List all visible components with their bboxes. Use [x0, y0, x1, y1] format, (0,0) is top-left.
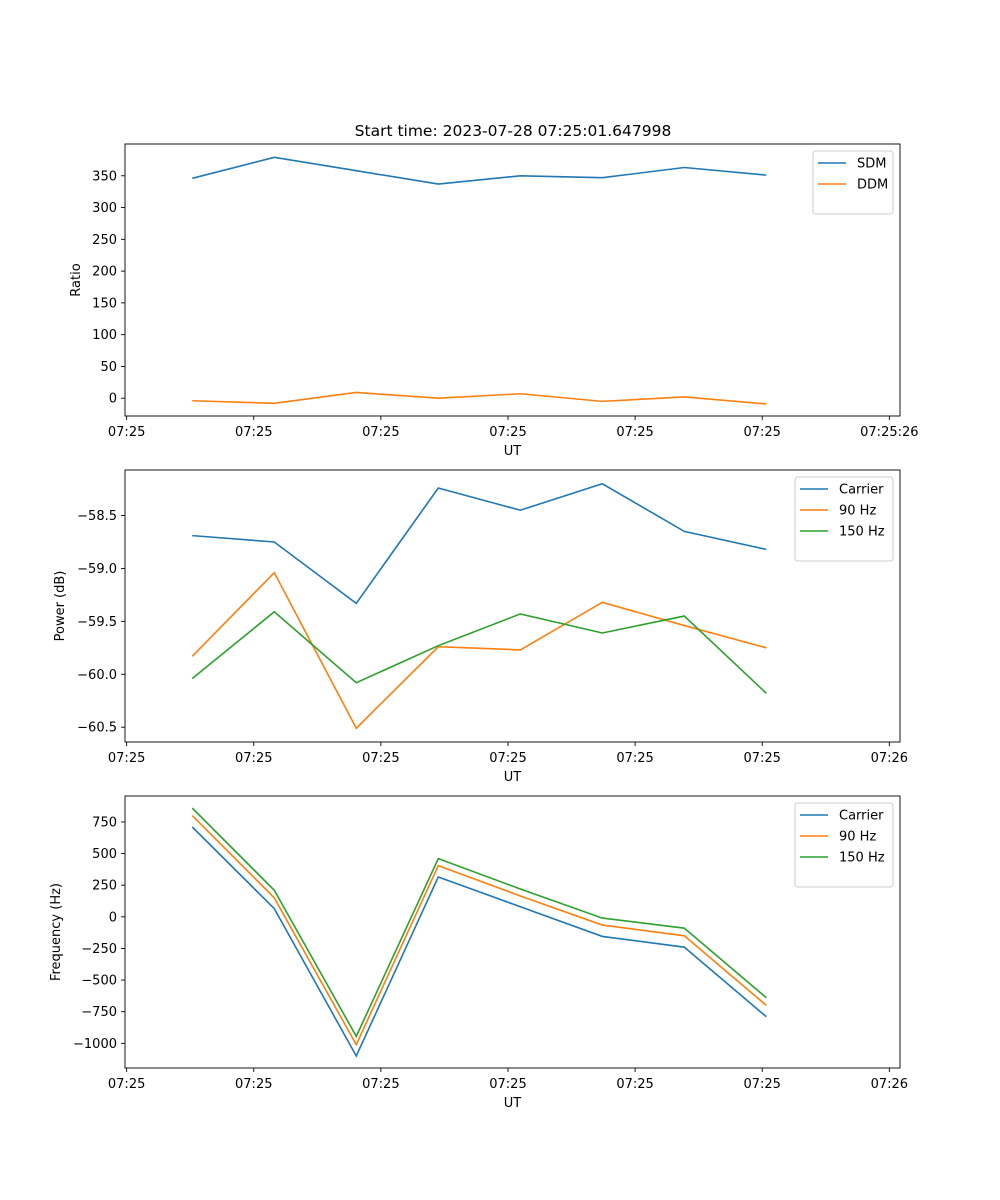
x-tick-label: 07:25 [489, 425, 526, 440]
y-tick-label: 50 [100, 360, 117, 375]
legend-label: DDM [857, 178, 888, 193]
x-tick-label: 07:25 [235, 425, 272, 440]
axes-frame [124, 143, 901, 417]
y-tick-label: 0 [109, 392, 117, 407]
x-tick-label: 07:25:26 [860, 425, 918, 440]
y-tick-label: −60.5 [77, 721, 117, 736]
series-line-carrier [192, 482, 767, 605]
series-line-carrier [191, 826, 767, 1058]
x-axis-label: UT [504, 1096, 522, 1111]
series-line-90-hz [191, 815, 767, 1047]
y-tick-label: −59.0 [77, 562, 117, 577]
x-tick-label: 07:25 [489, 751, 526, 766]
series-line-150-hz [191, 807, 767, 1039]
y-tick-label: −500 [81, 974, 117, 989]
legend-label: Carrier [839, 809, 884, 824]
chart-panels: 07:25 07:25 07:25 07:25 07:25 07:25 07:25:26 0 5… [49, 143, 919, 1111]
y-tick-label: 250 [92, 233, 117, 248]
legend-box [794, 476, 894, 562]
x-tick-label: 07:25 [362, 425, 399, 440]
y-tick-label: −250 [81, 942, 117, 957]
legend: Carrier 90 Hz 150 Hz [794, 476, 894, 562]
series-line-sdm [192, 156, 767, 185]
y-tick-label: 750 [92, 815, 117, 830]
x-tick-label: 07:25 [616, 425, 653, 440]
legend-label: SDM [857, 157, 886, 172]
y-tick-label: 150 [92, 296, 117, 311]
x-tick-label: 07:25 [362, 751, 399, 766]
y-tick-label: 0 [109, 910, 117, 925]
y-tick-label: 300 [92, 201, 117, 216]
y-tick-label: 200 [92, 265, 117, 280]
legend-label: 150 Hz [839, 525, 885, 540]
y-tick-label: −60.0 [77, 668, 117, 683]
x-axis-label: UT [504, 770, 522, 785]
legend-label: Carrier [839, 483, 884, 498]
y-axis-label: Frequency (Hz) [49, 883, 64, 981]
y-tick-label: −59.5 [77, 615, 117, 630]
legend: SDM DDM [812, 150, 894, 215]
x-axis-label: UT [504, 444, 522, 459]
y-tick-label: −58.5 [77, 509, 117, 524]
x-tick-label: 07:25 [489, 1077, 526, 1092]
x-tick-label: 07:25 [743, 425, 780, 440]
series-line-150-hz [191, 610, 767, 694]
x-tick-label: 07:25 [616, 1077, 653, 1092]
x-tick-label: 07:25 [743, 751, 780, 766]
axes-frame [124, 795, 901, 1069]
x-tick-label: 07:25 [743, 1077, 780, 1092]
legend-label: 150 Hz [839, 851, 885, 866]
x-tick-label: 07:25 [616, 751, 653, 766]
y-axis-label: Power (dB) [53, 571, 68, 642]
x-tick-label: 07:25 [362, 1077, 399, 1092]
x-tick-label: 07:25 [108, 1077, 145, 1092]
x-tick-label: 07:25 [235, 751, 272, 766]
chart-panel-1: 07:25 07:25 07:25 07:25 07:25 07:25 07:25:26 0 5… [69, 143, 919, 459]
x-tick-label: 07:25 [235, 1077, 272, 1092]
y-tick-label: 500 [92, 847, 117, 862]
axes-frame [124, 469, 901, 743]
legend-box [794, 802, 894, 888]
y-tick-label: 250 [92, 879, 117, 894]
chart-panel-2: 07:25 07:25 07:25 07:25 07:25 07:25 07:26 −60.5… [53, 469, 908, 785]
chart-title: Start time: 2023-07-28 07:25:01.647998 [355, 122, 672, 140]
chart-panel-3: 07:25 07:25 07:25 07:25 07:25 07:25 07:26 −1000… [49, 795, 908, 1111]
x-tick-label: 07:25 [108, 751, 145, 766]
y-tick-label: −1000 [73, 1037, 117, 1052]
x-tick-label: 07:26 [871, 1077, 908, 1092]
legend-label: 90 Hz [839, 504, 876, 519]
series-line-ddm [192, 391, 767, 405]
legend-label: 90 Hz [839, 830, 876, 845]
x-tick-label: 07:26 [871, 751, 908, 766]
legend-box [812, 150, 894, 215]
y-tick-label: −750 [81, 1005, 117, 1020]
y-axis-label: Ratio [69, 263, 84, 296]
legend: Carrier 90 Hz 150 Hz [794, 802, 894, 888]
y-tick-label: 350 [92, 169, 117, 184]
y-tick-label: 100 [92, 328, 117, 343]
series-line-90-hz [191, 571, 767, 730]
x-tick-label: 07:25 [108, 425, 145, 440]
